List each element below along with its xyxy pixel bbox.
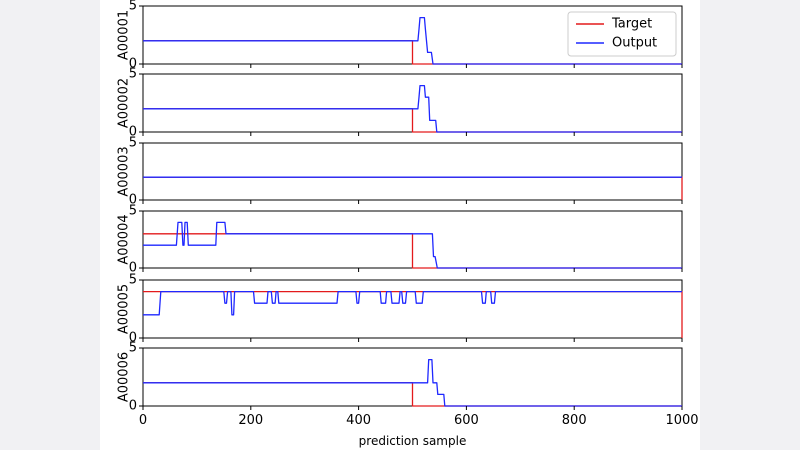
y-tick-label: 5 xyxy=(129,136,137,151)
x-tick-label: 400 xyxy=(346,413,371,428)
axes-frame xyxy=(142,142,683,201)
y-tick-label: 5 xyxy=(129,273,137,288)
legend-label-target: Target xyxy=(611,17,652,32)
y-tick-label: 5 xyxy=(129,204,137,219)
series-line-output xyxy=(143,358,682,407)
y-axis-label: A00005 xyxy=(117,284,132,334)
series-line-output xyxy=(143,221,682,269)
y-tick-label: 0 xyxy=(129,331,137,346)
x-axis-label: prediction sample xyxy=(359,434,467,448)
x-tick-label: 800 xyxy=(562,413,587,428)
legend-box xyxy=(567,11,677,57)
x-tick-label: 0 xyxy=(139,413,147,428)
y-tick-label: 5 xyxy=(129,0,137,14)
y-axis-label: A00004 xyxy=(117,214,132,264)
series-line-output xyxy=(143,290,682,316)
legend: Target Output xyxy=(567,11,677,57)
y-axis-label: A00002 xyxy=(117,78,132,128)
series-line-output xyxy=(143,84,682,133)
x-tick-label: 600 xyxy=(454,413,479,428)
x-tick-label: 1000 xyxy=(665,413,698,428)
x-tick-label: 200 xyxy=(238,413,263,428)
y-tick-label: 0 xyxy=(129,125,137,140)
legend-label-output: Output xyxy=(612,36,657,51)
y-tick-label: 5 xyxy=(129,341,137,356)
y-tick-label: 0 xyxy=(129,193,137,208)
y-tick-label: 0 xyxy=(129,399,137,414)
series-line-output xyxy=(143,16,682,65)
y-axis-label: A00001 xyxy=(117,10,132,60)
y-tick-label: 0 xyxy=(129,57,137,72)
y-tick-label: 0 xyxy=(129,261,137,276)
y-tick-label: 5 xyxy=(129,67,137,82)
y-axis-label: A00006 xyxy=(117,352,132,402)
y-axis-label: A00003 xyxy=(117,146,132,196)
axes-frame xyxy=(142,279,683,339)
